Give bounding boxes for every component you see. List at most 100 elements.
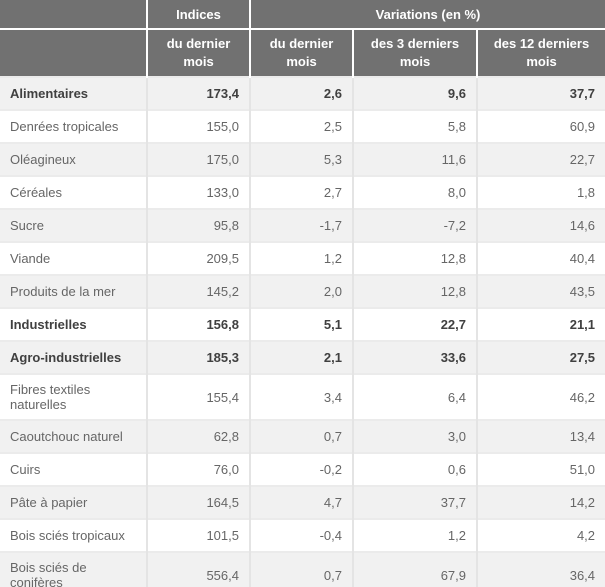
table-row: Caoutchouc naturel 62,8 0,7 3,0 13,4 bbox=[0, 419, 605, 453]
table-row: Sucre 95,8 -1,7 -7,2 14,6 bbox=[0, 208, 605, 242]
table-row: Oléagineux 175,0 5,3 11,6 22,7 bbox=[0, 142, 605, 176]
row-value: 37,7 bbox=[475, 76, 605, 110]
row-value: 2,7 bbox=[249, 175, 353, 209]
table-row: Produits de la mer 145,2 2,0 12,8 43,5 bbox=[0, 274, 605, 308]
row-label: Sucre bbox=[0, 208, 147, 242]
subheader-variation-3-months: des 3 derniers mois bbox=[352, 29, 477, 77]
row-value: 46,2 bbox=[475, 373, 605, 420]
row-value: 51,0 bbox=[475, 452, 605, 486]
row-value: 14,6 bbox=[475, 208, 605, 242]
row-value: 3,4 bbox=[249, 373, 353, 420]
row-value: 21,1 bbox=[475, 307, 605, 341]
row-value: 95,8 bbox=[146, 208, 250, 242]
row-value: -1,7 bbox=[249, 208, 353, 242]
row-value: 27,5 bbox=[475, 340, 605, 374]
row-value: 0,6 bbox=[352, 452, 477, 486]
table-body: Alimentaires 173,4 2,6 9,6 37,7 Denrées tropi… bbox=[0, 76, 605, 587]
row-label: Caoutchouc naturel bbox=[0, 419, 147, 453]
row-value: 12,8 bbox=[352, 241, 477, 275]
row-value: 156,8 bbox=[146, 307, 250, 341]
row-value: 185,3 bbox=[146, 340, 250, 374]
row-value: 3,0 bbox=[352, 419, 477, 453]
row-label: Viande bbox=[0, 241, 147, 275]
row-value: 1,2 bbox=[352, 518, 477, 552]
row-value: 62,8 bbox=[146, 419, 250, 453]
row-value: 0,7 bbox=[249, 419, 353, 453]
row-value: -0,2 bbox=[249, 452, 353, 486]
table-row: Céréales 133,0 2,7 8,0 1,8 bbox=[0, 175, 605, 209]
row-value: 6,4 bbox=[352, 373, 477, 420]
row-value: 8,0 bbox=[352, 175, 477, 209]
row-value: 133,0 bbox=[146, 175, 250, 209]
row-value: 5,1 bbox=[249, 307, 353, 341]
row-value: 173,4 bbox=[146, 76, 250, 110]
table-row: Alimentaires 173,4 2,6 9,6 37,7 bbox=[0, 76, 605, 110]
row-label: Oléagineux bbox=[0, 142, 147, 176]
row-label: Denrées tropicales bbox=[0, 109, 147, 143]
table-row: Bois sciés de conifères 556,4 0,7 67,9 36,4 bbox=[0, 551, 605, 587]
row-value: 164,5 bbox=[146, 485, 250, 519]
row-value: 37,7 bbox=[352, 485, 477, 519]
table-row: Fibres textiles naturelles 155,4 3,4 6,4 46,… bbox=[0, 373, 605, 420]
row-value: 4,7 bbox=[249, 485, 353, 519]
row-value: 2,0 bbox=[249, 274, 353, 308]
row-value: 145,2 bbox=[146, 274, 250, 308]
row-label: Produits de la mer bbox=[0, 274, 147, 308]
row-value: 33,6 bbox=[352, 340, 477, 374]
indices-group-header: Indices bbox=[146, 0, 250, 30]
row-value: 76,0 bbox=[146, 452, 250, 486]
row-value: 4,2 bbox=[475, 518, 605, 552]
row-value: 40,4 bbox=[475, 241, 605, 275]
row-value: 13,4 bbox=[475, 419, 605, 453]
row-value: 60,9 bbox=[475, 109, 605, 143]
row-value: 22,7 bbox=[475, 142, 605, 176]
row-value: 5,3 bbox=[249, 142, 353, 176]
row-value: -7,2 bbox=[352, 208, 477, 242]
row-value: 155,0 bbox=[146, 109, 250, 143]
row-value: 2,1 bbox=[249, 340, 353, 374]
row-value: 9,6 bbox=[352, 76, 477, 110]
header-corner-cell-2 bbox=[0, 29, 147, 77]
row-label: Bois sciés tropicaux bbox=[0, 518, 147, 552]
row-value: 556,4 bbox=[146, 551, 250, 587]
row-value: 12,8 bbox=[352, 274, 477, 308]
subheader-variation-12-months: des 12 derniers mois bbox=[475, 29, 605, 77]
subheader-variation-last-month: du dernier mois bbox=[249, 29, 353, 77]
row-label: Cuirs bbox=[0, 452, 147, 486]
row-value: 43,5 bbox=[475, 274, 605, 308]
row-value: 101,5 bbox=[146, 518, 250, 552]
variations-group-header: Variations (en %) bbox=[248, 0, 605, 30]
table-row: Cuirs 76,0 -0,2 0,6 51,0 bbox=[0, 452, 605, 486]
row-value: 0,7 bbox=[249, 551, 353, 587]
row-value: 209,5 bbox=[146, 241, 250, 275]
row-value: 67,9 bbox=[352, 551, 477, 587]
subheader-indices-last-month: du dernier mois bbox=[146, 29, 250, 77]
row-value: 5,8 bbox=[352, 109, 477, 143]
row-value: 2,5 bbox=[249, 109, 353, 143]
row-label: Industrielles bbox=[0, 307, 147, 341]
row-value: 22,7 bbox=[352, 307, 477, 341]
row-value: -0,4 bbox=[249, 518, 353, 552]
row-label: Fibres textiles naturelles bbox=[0, 373, 147, 420]
table-row: Denrées tropicales 155,0 2,5 5,8 60,9 bbox=[0, 109, 605, 143]
table-row: Industrielles 156,8 5,1 22,7 21,1 bbox=[0, 307, 605, 341]
row-label: Céréales bbox=[0, 175, 147, 209]
table-row: Viande 209,5 1,2 12,8 40,4 bbox=[0, 241, 605, 275]
row-value: 2,6 bbox=[249, 76, 353, 110]
header-corner-cell bbox=[0, 0, 147, 30]
row-value: 11,6 bbox=[352, 142, 477, 176]
header-group-row: Indices Variations (en %) bbox=[0, 0, 605, 30]
table-row: Agro-industrielles 185,3 2,1 33,6 27,5 bbox=[0, 340, 605, 374]
table-header: Indices Variations (en %) du dernier moi… bbox=[0, 0, 605, 77]
row-value: 14,2 bbox=[475, 485, 605, 519]
row-label: Bois sciés de conifères bbox=[0, 551, 147, 587]
row-label: Agro-industrielles bbox=[0, 340, 147, 374]
row-label: Alimentaires bbox=[0, 76, 147, 110]
table-row: Bois sciés tropicaux 101,5 -0,4 1,2 4,2 bbox=[0, 518, 605, 552]
row-value: 155,4 bbox=[146, 373, 250, 420]
row-label: Pâte à papier bbox=[0, 485, 147, 519]
row-value: 1,2 bbox=[249, 241, 353, 275]
row-value: 1,8 bbox=[475, 175, 605, 209]
